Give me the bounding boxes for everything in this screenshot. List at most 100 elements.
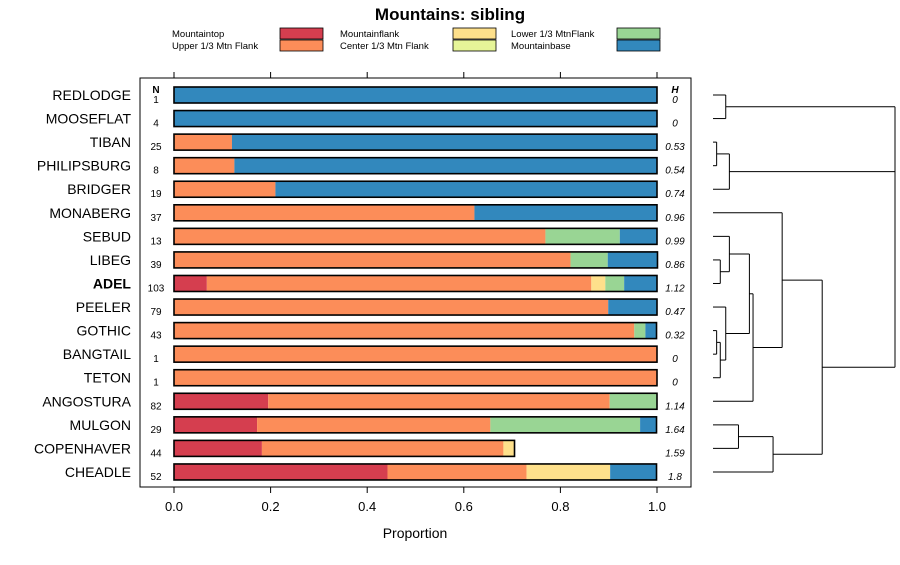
legend-label: Mountainbase [511, 41, 571, 52]
bar-outline [173, 86, 658, 104]
legend-swatch [616, 27, 661, 40]
category-label: ADEL [93, 275, 132, 291]
bar-outline [173, 251, 659, 269]
bar-segment [174, 134, 232, 151]
category-label: PEELER [76, 299, 131, 315]
bar-segment [474, 204, 657, 221]
x-tick-label: 0.6 [455, 499, 473, 514]
bar-segment [526, 463, 611, 480]
h-column-header: H [671, 85, 679, 96]
n-value-label: 103 [148, 283, 165, 294]
bar-segment [645, 322, 657, 339]
bar-segment [174, 299, 609, 316]
h-value-label: 0 [672, 378, 678, 389]
category-label: PHILIPSBURG [37, 158, 131, 174]
legend-label: Mountainflank [340, 29, 399, 40]
n-value-label: 44 [150, 448, 162, 459]
bar-segment [545, 228, 620, 245]
n-value-label: 1 [153, 378, 159, 389]
bar-segment [174, 181, 276, 198]
h-value-label: 1.12 [665, 283, 685, 294]
n-value-label: 29 [150, 425, 162, 436]
h-value-label: 0.54 [665, 166, 685, 177]
category-label: SEBUD [83, 228, 131, 244]
bar-segment [257, 416, 491, 433]
bar-segment [174, 393, 269, 410]
chart-title: Mountains: sibling [375, 5, 525, 24]
legend-swatch [616, 39, 661, 52]
plot-frame [139, 77, 692, 488]
bar-segment [640, 416, 657, 433]
x-axis: 0.0 0.2 0.4 0.6 0.8 1.0 [165, 72, 666, 514]
category-label: BRIDGER [67, 181, 131, 197]
bar-segment [609, 393, 657, 410]
legend-swatch [279, 27, 324, 40]
x-tick-label: 0.8 [551, 499, 569, 514]
bar-outline [173, 227, 658, 246]
bar-outline [173, 180, 658, 199]
bar-segment [268, 393, 610, 410]
x-tick-label: 1.0 [648, 499, 666, 514]
category-label: MULGON [70, 417, 131, 433]
bar-segment [234, 157, 657, 174]
n-value-label: 4 [153, 119, 159, 130]
bar-segment [174, 416, 258, 433]
bar-segment [503, 440, 515, 457]
bar-segment [206, 275, 592, 292]
n-value-label: 43 [150, 331, 162, 342]
bar-outline [173, 416, 658, 434]
bar-segment [275, 181, 657, 198]
n-value-label: 79 [150, 307, 162, 318]
category-label: MOOSEFLAT [46, 111, 132, 127]
h-value-label: 0 [672, 95, 678, 106]
bar-segment [174, 346, 657, 363]
bar-segment [634, 322, 646, 339]
n-value-label: 37 [150, 213, 162, 224]
x-axis-title: Proportion [383, 525, 448, 541]
bar-outline [173, 156, 658, 175]
bar-segment [605, 275, 625, 292]
category-label: CHEADLE [65, 464, 131, 480]
n-column-header: N [152, 85, 159, 96]
category-label: COPENHAVER [34, 440, 131, 456]
bar-segment [387, 463, 527, 480]
bar-segment [608, 299, 657, 316]
bar-segment [174, 251, 571, 268]
bar-outline [173, 298, 658, 316]
legend-swatch [452, 39, 497, 52]
bar-segment [591, 275, 606, 292]
legend-swatch [279, 39, 324, 52]
n-value-label: 39 [150, 260, 162, 271]
category-label: MONABERG [49, 205, 131, 221]
h-value-label: 0.74 [665, 189, 685, 200]
n-value-label: 25 [150, 142, 162, 153]
n-value-label: 82 [150, 401, 162, 412]
h-value-label: 0.86 [665, 260, 685, 271]
n-value-label: 13 [150, 236, 162, 247]
bar-segment [174, 322, 635, 339]
legend-swatch [452, 27, 497, 40]
bar-outline [173, 274, 658, 293]
x-tick-label: 0.2 [262, 499, 280, 514]
bar-segment [174, 228, 546, 245]
category-label: LIBEG [90, 252, 131, 268]
bar-segment [174, 110, 657, 127]
bar-outline [173, 439, 516, 458]
bar-outline [173, 392, 658, 411]
h-value-label: 0.53 [665, 142, 685, 153]
bar-outline [173, 133, 658, 151]
category-labels: REDLODGE 1 0 MOOSEFLAT 4 0 TIBAN 25 0.53 PHILIPSB… [34, 87, 685, 483]
bar-segment [610, 463, 657, 480]
bar-outline [173, 463, 658, 481]
bar-segment [174, 440, 262, 457]
h-value-label: 0.99 [665, 236, 685, 247]
category-label: REDLODGE [52, 87, 131, 103]
x-tick-label: 0.4 [358, 499, 376, 514]
legend-label: Lower 1/3 MtnFlank [511, 29, 595, 40]
bar-segment [174, 275, 207, 292]
h-value-label: 0 [672, 354, 678, 365]
n-value-label: 52 [150, 472, 162, 483]
bar-segment [619, 228, 657, 245]
bar-segment [231, 134, 657, 151]
